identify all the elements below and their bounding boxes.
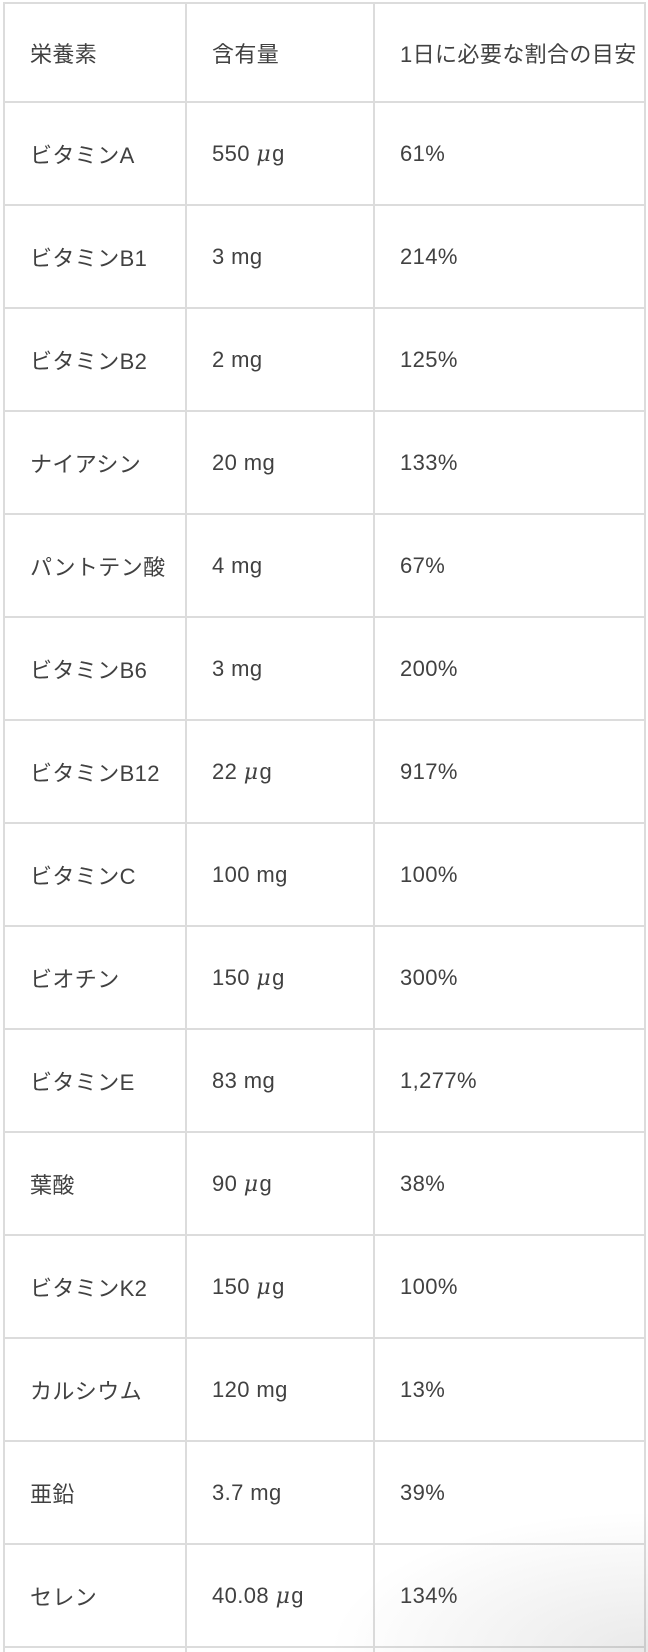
- table-row: ビタミンB12 22 μg 917%: [3, 719, 646, 824]
- nutrient-cell: 葉酸: [3, 1131, 187, 1236]
- nutrition-table: 栄養素 含有量 1日に必要な割合の目安 ビタミンA 550 μg 61% ビタミ…: [3, 2, 646, 1652]
- table-row: ビオチン 150 μg 300%: [3, 925, 646, 1030]
- amount-cell: 20 mg: [185, 410, 375, 515]
- nutrient-cell: ビオチン: [3, 925, 187, 1030]
- table-header: 栄養素 含有量 1日に必要な割合の目安: [3, 2, 646, 103]
- daily-cell: 133%: [373, 410, 646, 515]
- nutrient-cell: ビタミンA: [3, 101, 187, 206]
- amount-cell: 3 mg: [185, 616, 375, 721]
- daily-cell: 100%: [373, 822, 646, 927]
- daily-cell: 100%: [373, 1234, 646, 1339]
- amount-cell: 40.08 μg: [185, 1543, 375, 1648]
- column-header-nutrient: 栄養素: [3, 2, 187, 103]
- amount-cell: 3.7 mg: [185, 1440, 375, 1545]
- nutrient-cell: ビタミンE: [3, 1028, 187, 1133]
- table-row: ビタミンA 550 μg 61%: [3, 101, 646, 206]
- table-row: ビタミンC 100 mg 100%: [3, 822, 646, 927]
- amount-cell: 2 mg: [185, 307, 375, 412]
- nutrient-cell: ビタミンB6: [3, 616, 187, 721]
- amount-cell: 150 μg: [185, 1234, 375, 1339]
- partial-row: [3, 1646, 646, 1652]
- daily-cell: 1,277%: [373, 1028, 646, 1133]
- table-row: ビタミンB2 2 mg 125%: [3, 307, 646, 412]
- daily-cell: 200%: [373, 616, 646, 721]
- nutrient-cell: ビタミンC: [3, 822, 187, 927]
- daily-cell: 917%: [373, 719, 646, 824]
- column-header-daily: 1日に必要な割合の目安: [373, 2, 646, 103]
- daily-cell: 38%: [373, 1131, 646, 1236]
- amount-cell: 150 μg: [185, 925, 375, 1030]
- table-row: 葉酸 90 μg 38%: [3, 1131, 646, 1236]
- amount-cell: 120 mg: [185, 1337, 375, 1442]
- table-row: ビタミンE 83 mg 1,277%: [3, 1028, 646, 1133]
- nutrient-cell: ビタミンK2: [3, 1234, 187, 1339]
- table-row: セレン 40.08 μg 134%: [3, 1543, 646, 1648]
- partial-amount-cell: [185, 1646, 375, 1652]
- amount-cell: 83 mg: [185, 1028, 375, 1133]
- amount-cell: 550 μg: [185, 101, 375, 206]
- partial-body: [3, 1646, 646, 1652]
- amount-cell: 90 μg: [185, 1131, 375, 1236]
- daily-cell: 134%: [373, 1543, 646, 1648]
- table-row: ビタミンB1 3 mg 214%: [3, 204, 646, 309]
- table-row: パントテン酸 4 mg 67%: [3, 513, 646, 618]
- daily-cell: 61%: [373, 101, 646, 206]
- nutrient-cell: ビタミンB12: [3, 719, 187, 824]
- nutrient-cell: 亜鉛: [3, 1440, 187, 1545]
- amount-cell: 22 μg: [185, 719, 375, 824]
- daily-cell: 67%: [373, 513, 646, 618]
- daily-cell: 214%: [373, 204, 646, 309]
- table-row: ナイアシン 20 mg 133%: [3, 410, 646, 515]
- nutrient-cell: ビタミンB2: [3, 307, 187, 412]
- nutrient-cell: ナイアシン: [3, 410, 187, 515]
- table-body: ビタミンA 550 μg 61% ビタミンB1 3 mg 214% ビタミンB2…: [3, 101, 646, 1648]
- table-row: 亜鉛 3.7 mg 39%: [3, 1440, 646, 1545]
- column-header-amount: 含有量: [185, 2, 375, 103]
- amount-cell: 3 mg: [185, 204, 375, 309]
- nutrient-cell: パントテン酸: [3, 513, 187, 618]
- partial-daily-cell: [373, 1646, 646, 1652]
- header-row: 栄養素 含有量 1日に必要な割合の目安: [3, 2, 646, 103]
- daily-cell: 13%: [373, 1337, 646, 1442]
- nutrient-cell: ビタミンB1: [3, 204, 187, 309]
- nutrient-cell: セレン: [3, 1543, 187, 1648]
- daily-cell: 300%: [373, 925, 646, 1030]
- table-row: カルシウム 120 mg 13%: [3, 1337, 646, 1442]
- daily-cell: 125%: [373, 307, 646, 412]
- partial-nutrient-cell: [3, 1646, 187, 1652]
- amount-cell: 4 mg: [185, 513, 375, 618]
- table-row: ビタミンB6 3 mg 200%: [3, 616, 646, 721]
- nutrient-cell: カルシウム: [3, 1337, 187, 1442]
- daily-cell: 39%: [373, 1440, 646, 1545]
- amount-cell: 100 mg: [185, 822, 375, 927]
- table-row: ビタミンK2 150 μg 100%: [3, 1234, 646, 1339]
